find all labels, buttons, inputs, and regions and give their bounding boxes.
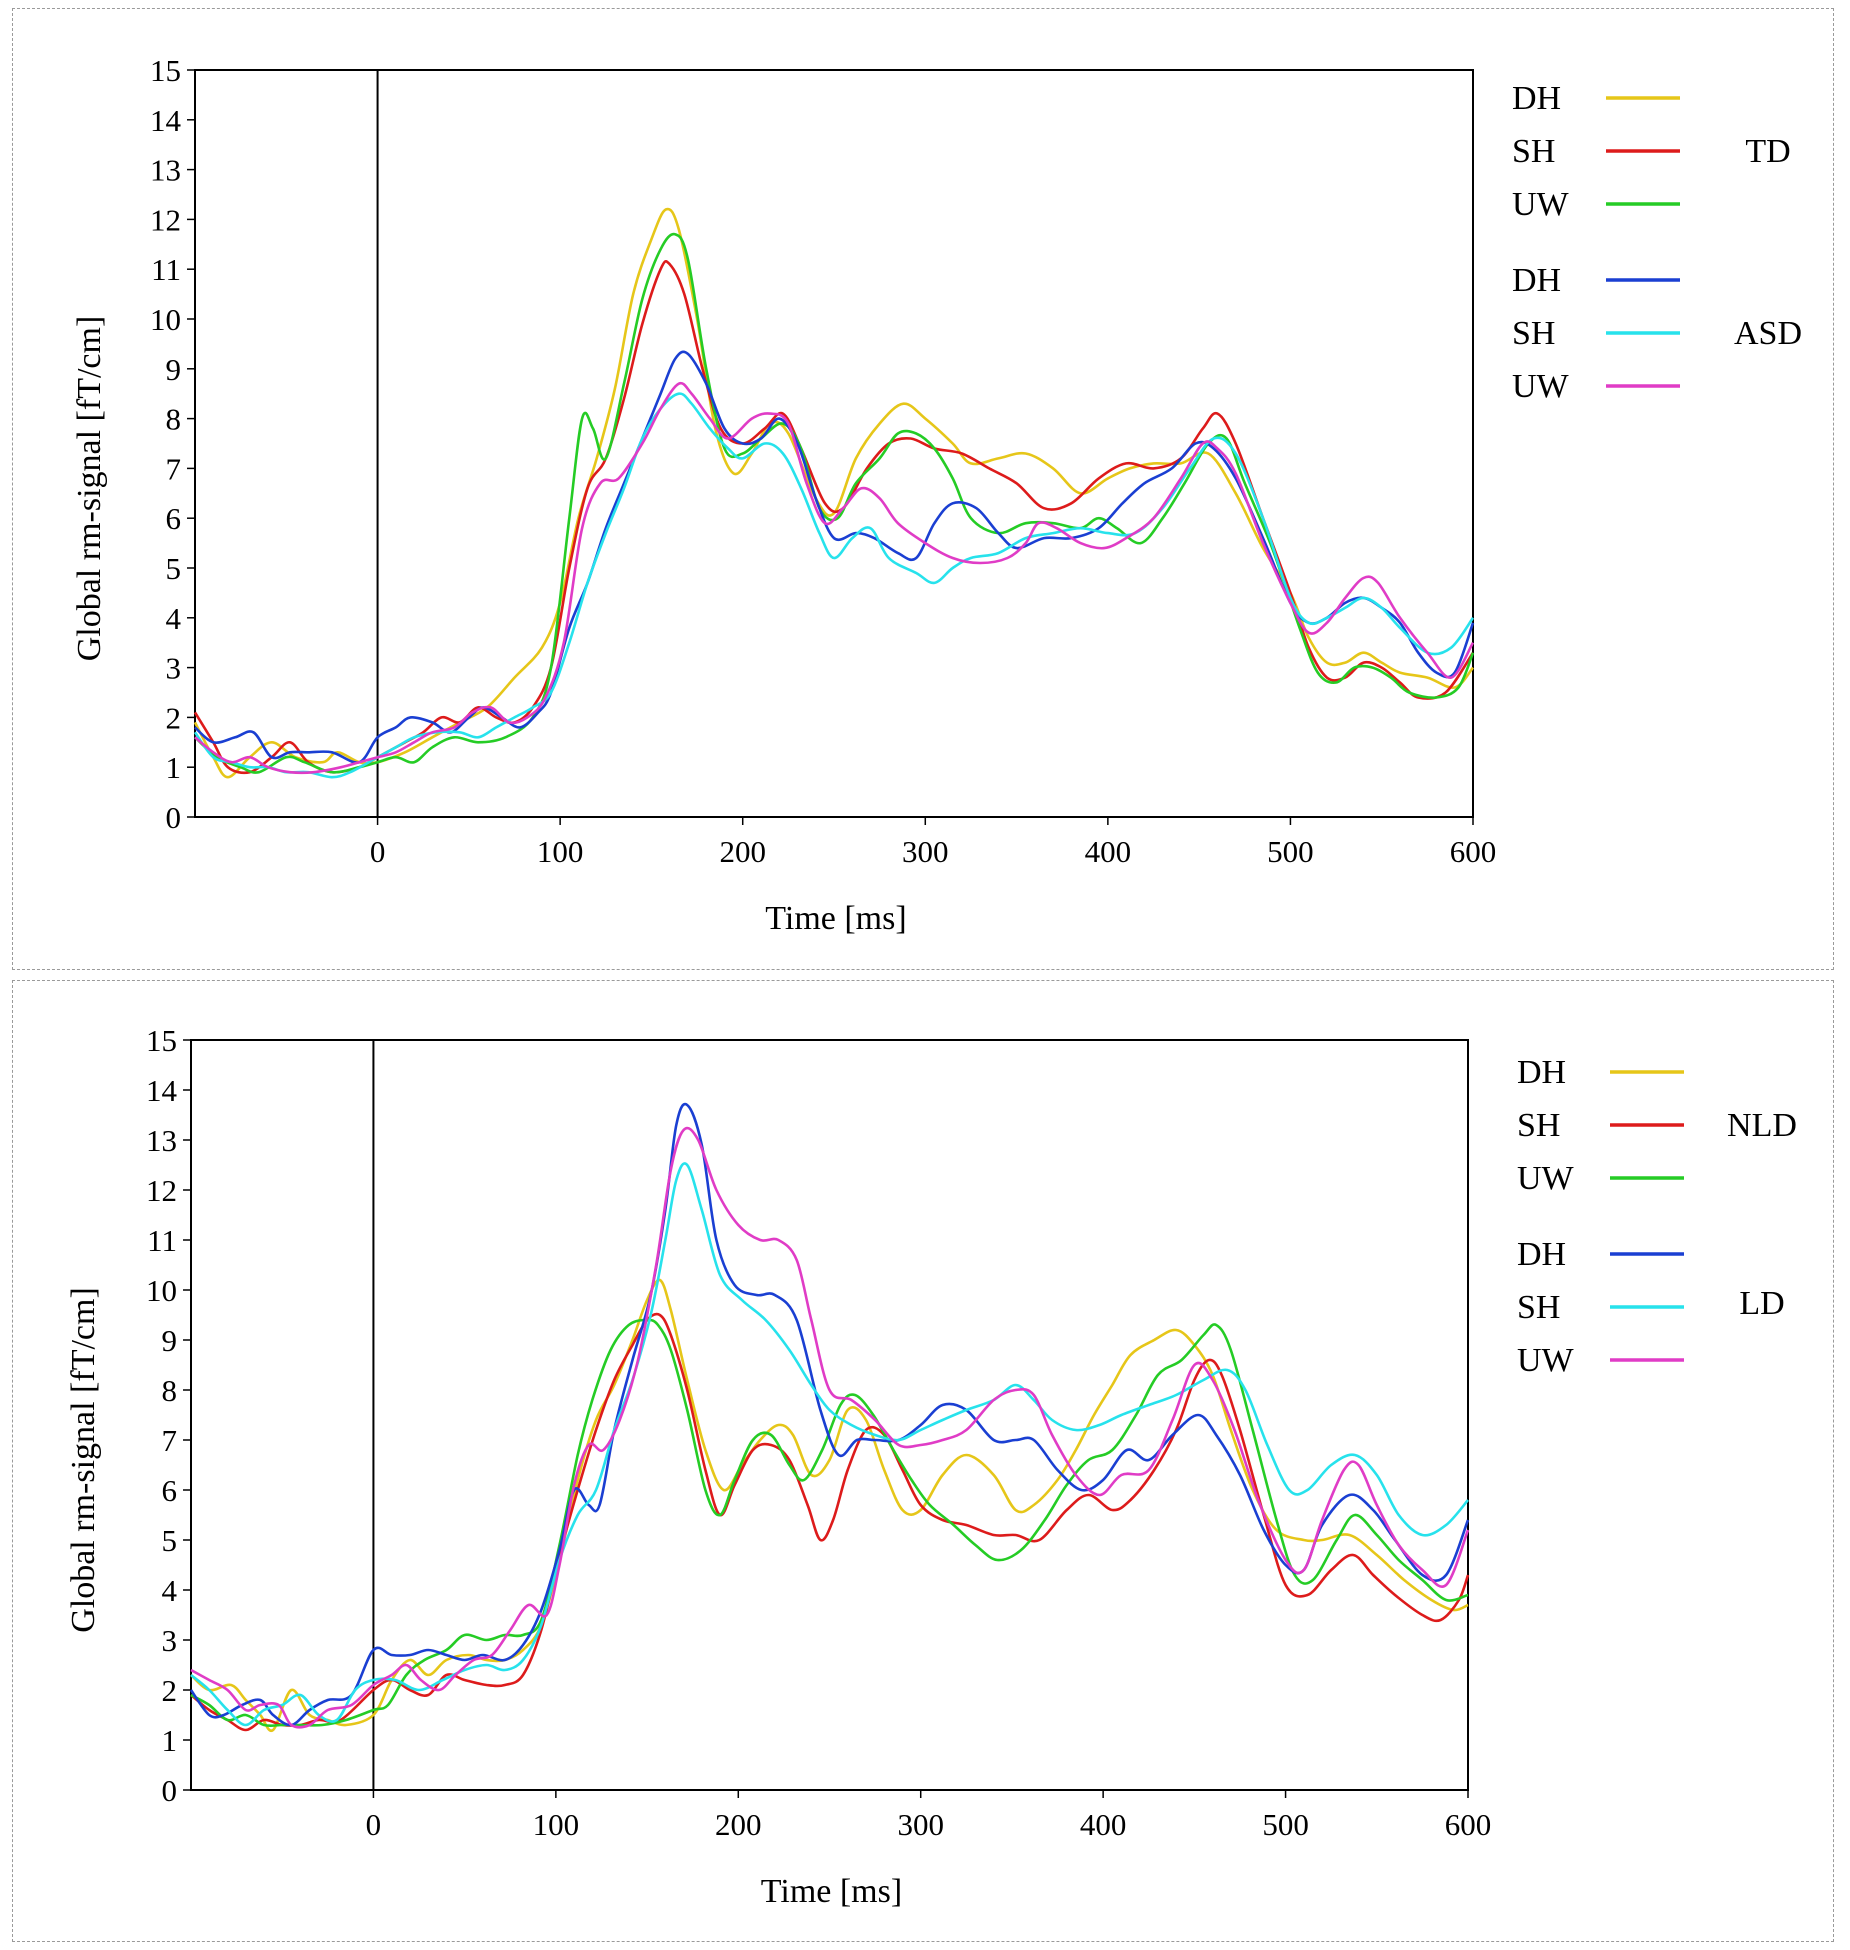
x-tick-label: 200: [719, 834, 766, 869]
series-line-ld-sh: [190, 1162, 1469, 1727]
y-tick-label: 0: [162, 1773, 178, 1808]
legend-label-asd-sh: SH: [1512, 315, 1555, 352]
y-tick-label: 6: [166, 501, 182, 536]
series-line-asd-sh: [193, 392, 1475, 779]
y-tick-label: 11: [151, 252, 181, 287]
x-tick-label: 200: [715, 1807, 762, 1842]
legend-label-asd-dh: DH: [1512, 262, 1561, 299]
y-tick-label: 3: [166, 651, 182, 686]
x-tick-label: 500: [1262, 1807, 1309, 1842]
x-tick-label: 400: [1080, 1807, 1127, 1842]
x-tick-label: 0: [366, 1807, 382, 1842]
y-tick-label: 1: [166, 750, 182, 785]
x-tick-label: 500: [1267, 834, 1314, 869]
panel-bottom: [12, 980, 1834, 1942]
series-line-td-dh: [193, 207, 1475, 779]
y-axis-label: Global rm-signal [fT/cm]: [71, 316, 108, 662]
y-tick-label: 2: [162, 1673, 178, 1708]
panel-top: [12, 8, 1834, 970]
y-tick-label: 4: [166, 601, 182, 636]
y-tick-label: 10: [150, 302, 181, 337]
y-tick-label: 6: [162, 1473, 178, 1508]
x-tick-label: 100: [533, 1807, 580, 1842]
y-tick-label: 15: [150, 53, 181, 88]
x-axis-label: Time [ms]: [761, 1873, 902, 1910]
y-tick-label: 4: [162, 1573, 178, 1608]
y-tick-label: 13: [146, 1123, 177, 1158]
legend-label-ld-sh: SH: [1517, 1289, 1560, 1326]
x-tick-label: 100: [537, 834, 584, 869]
legend-label-td-uw: UW: [1512, 186, 1570, 223]
legend-label-td-dh: DH: [1512, 80, 1561, 117]
y-tick-label: 14: [150, 103, 182, 138]
plot-area: [190, 1039, 1469, 1791]
x-tick-label: 0: [370, 834, 386, 869]
x-tick-label: 600: [1450, 834, 1497, 869]
series-line-td-sh: [193, 260, 1475, 775]
x-tick-label: 400: [1085, 834, 1132, 869]
legend-group-asd: ASD: [1734, 315, 1802, 352]
series-line-td-uw: [194, 232, 1475, 774]
series-line-ld-dh: [189, 1102, 1470, 1727]
y-tick-label: 11: [147, 1223, 177, 1258]
y-tick-label: 2: [166, 700, 182, 735]
y-tick-label: 14: [146, 1073, 178, 1108]
legend-group-nld: NLD: [1727, 1107, 1797, 1144]
legend-label-asd-uw: UW: [1512, 368, 1570, 405]
y-tick-label: 1: [162, 1723, 178, 1758]
series-line-nld-uw: [190, 1318, 1469, 1728]
y-tick-label: 8: [162, 1373, 178, 1408]
series-line-ld-uw: [190, 1126, 1470, 1729]
y-tick-label: 5: [162, 1523, 178, 1558]
x-tick-label: 300: [897, 1807, 944, 1842]
legend-group-td: TD: [1745, 133, 1790, 170]
legend-label-nld-dh: DH: [1517, 1054, 1566, 1091]
x-tick-label: 600: [1445, 1807, 1492, 1842]
y-tick-label: 9: [166, 352, 182, 387]
legend-label-nld-uw: UW: [1517, 1160, 1575, 1197]
y-tick-label: 8: [166, 402, 182, 437]
y-tick-label: 0: [166, 800, 182, 835]
y-tick-label: 10: [146, 1273, 177, 1308]
y-tick-label: 7: [162, 1423, 178, 1458]
x-axis-label: Time [ms]: [765, 900, 906, 937]
y-tick-label: 9: [162, 1323, 178, 1358]
y-tick-label: 7: [166, 451, 182, 486]
series-line-asd-uw: [194, 381, 1475, 775]
legend-label-ld-uw: UW: [1517, 1342, 1575, 1379]
y-tick-label: 12: [150, 202, 181, 237]
y-tick-label: 13: [150, 153, 181, 188]
legend-label-nld-sh: SH: [1517, 1107, 1560, 1144]
y-tick-label: 3: [162, 1623, 178, 1658]
y-tick-label: 15: [146, 1023, 177, 1058]
y-axis-label: Global rm-signal [fT/cm]: [65, 1287, 102, 1633]
legend-group-ld: LD: [1739, 1285, 1784, 1322]
plot-area: [194, 69, 1474, 818]
y-tick-label: 5: [166, 551, 182, 586]
series-line-nld-dh: [190, 1278, 1469, 1733]
legend-label-td-sh: SH: [1512, 133, 1555, 170]
y-tick-label: 12: [146, 1173, 177, 1208]
legend-label-ld-dh: DH: [1517, 1236, 1566, 1273]
x-tick-label: 300: [902, 834, 949, 869]
